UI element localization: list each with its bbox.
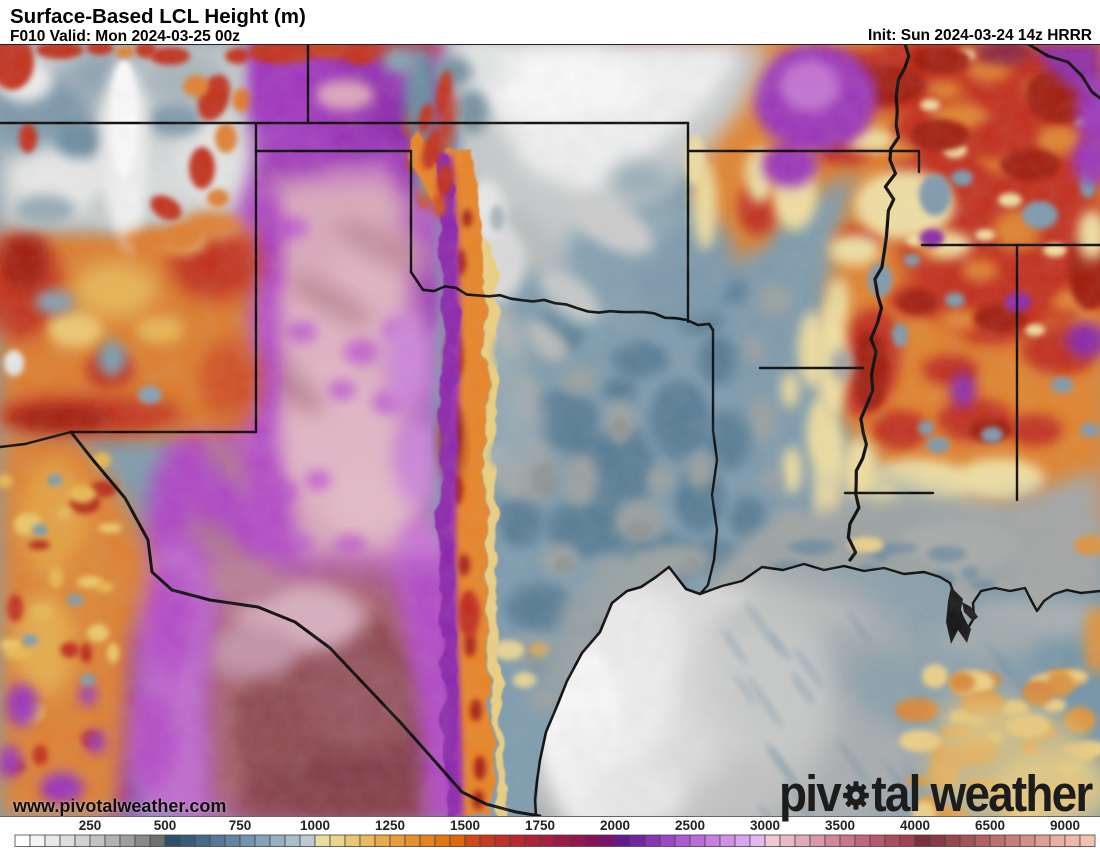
svg-text:500: 500 [154,818,177,833]
svg-text:750: 750 [229,818,252,833]
svg-text:9000: 9000 [1050,818,1080,833]
svg-text:2500: 2500 [675,818,705,833]
svg-text:250: 250 [79,818,102,833]
svg-text:1000: 1000 [300,818,330,833]
svg-text:1750: 1750 [525,818,555,833]
svg-text:1250: 1250 [375,818,405,833]
svg-text:1500: 1500 [450,818,480,833]
svg-text:3000: 3000 [750,818,780,833]
svg-text:3500: 3500 [825,818,855,833]
svg-text:4000: 4000 [900,818,930,833]
svg-text:6500: 6500 [975,818,1005,833]
svg-text:2000: 2000 [600,818,630,833]
